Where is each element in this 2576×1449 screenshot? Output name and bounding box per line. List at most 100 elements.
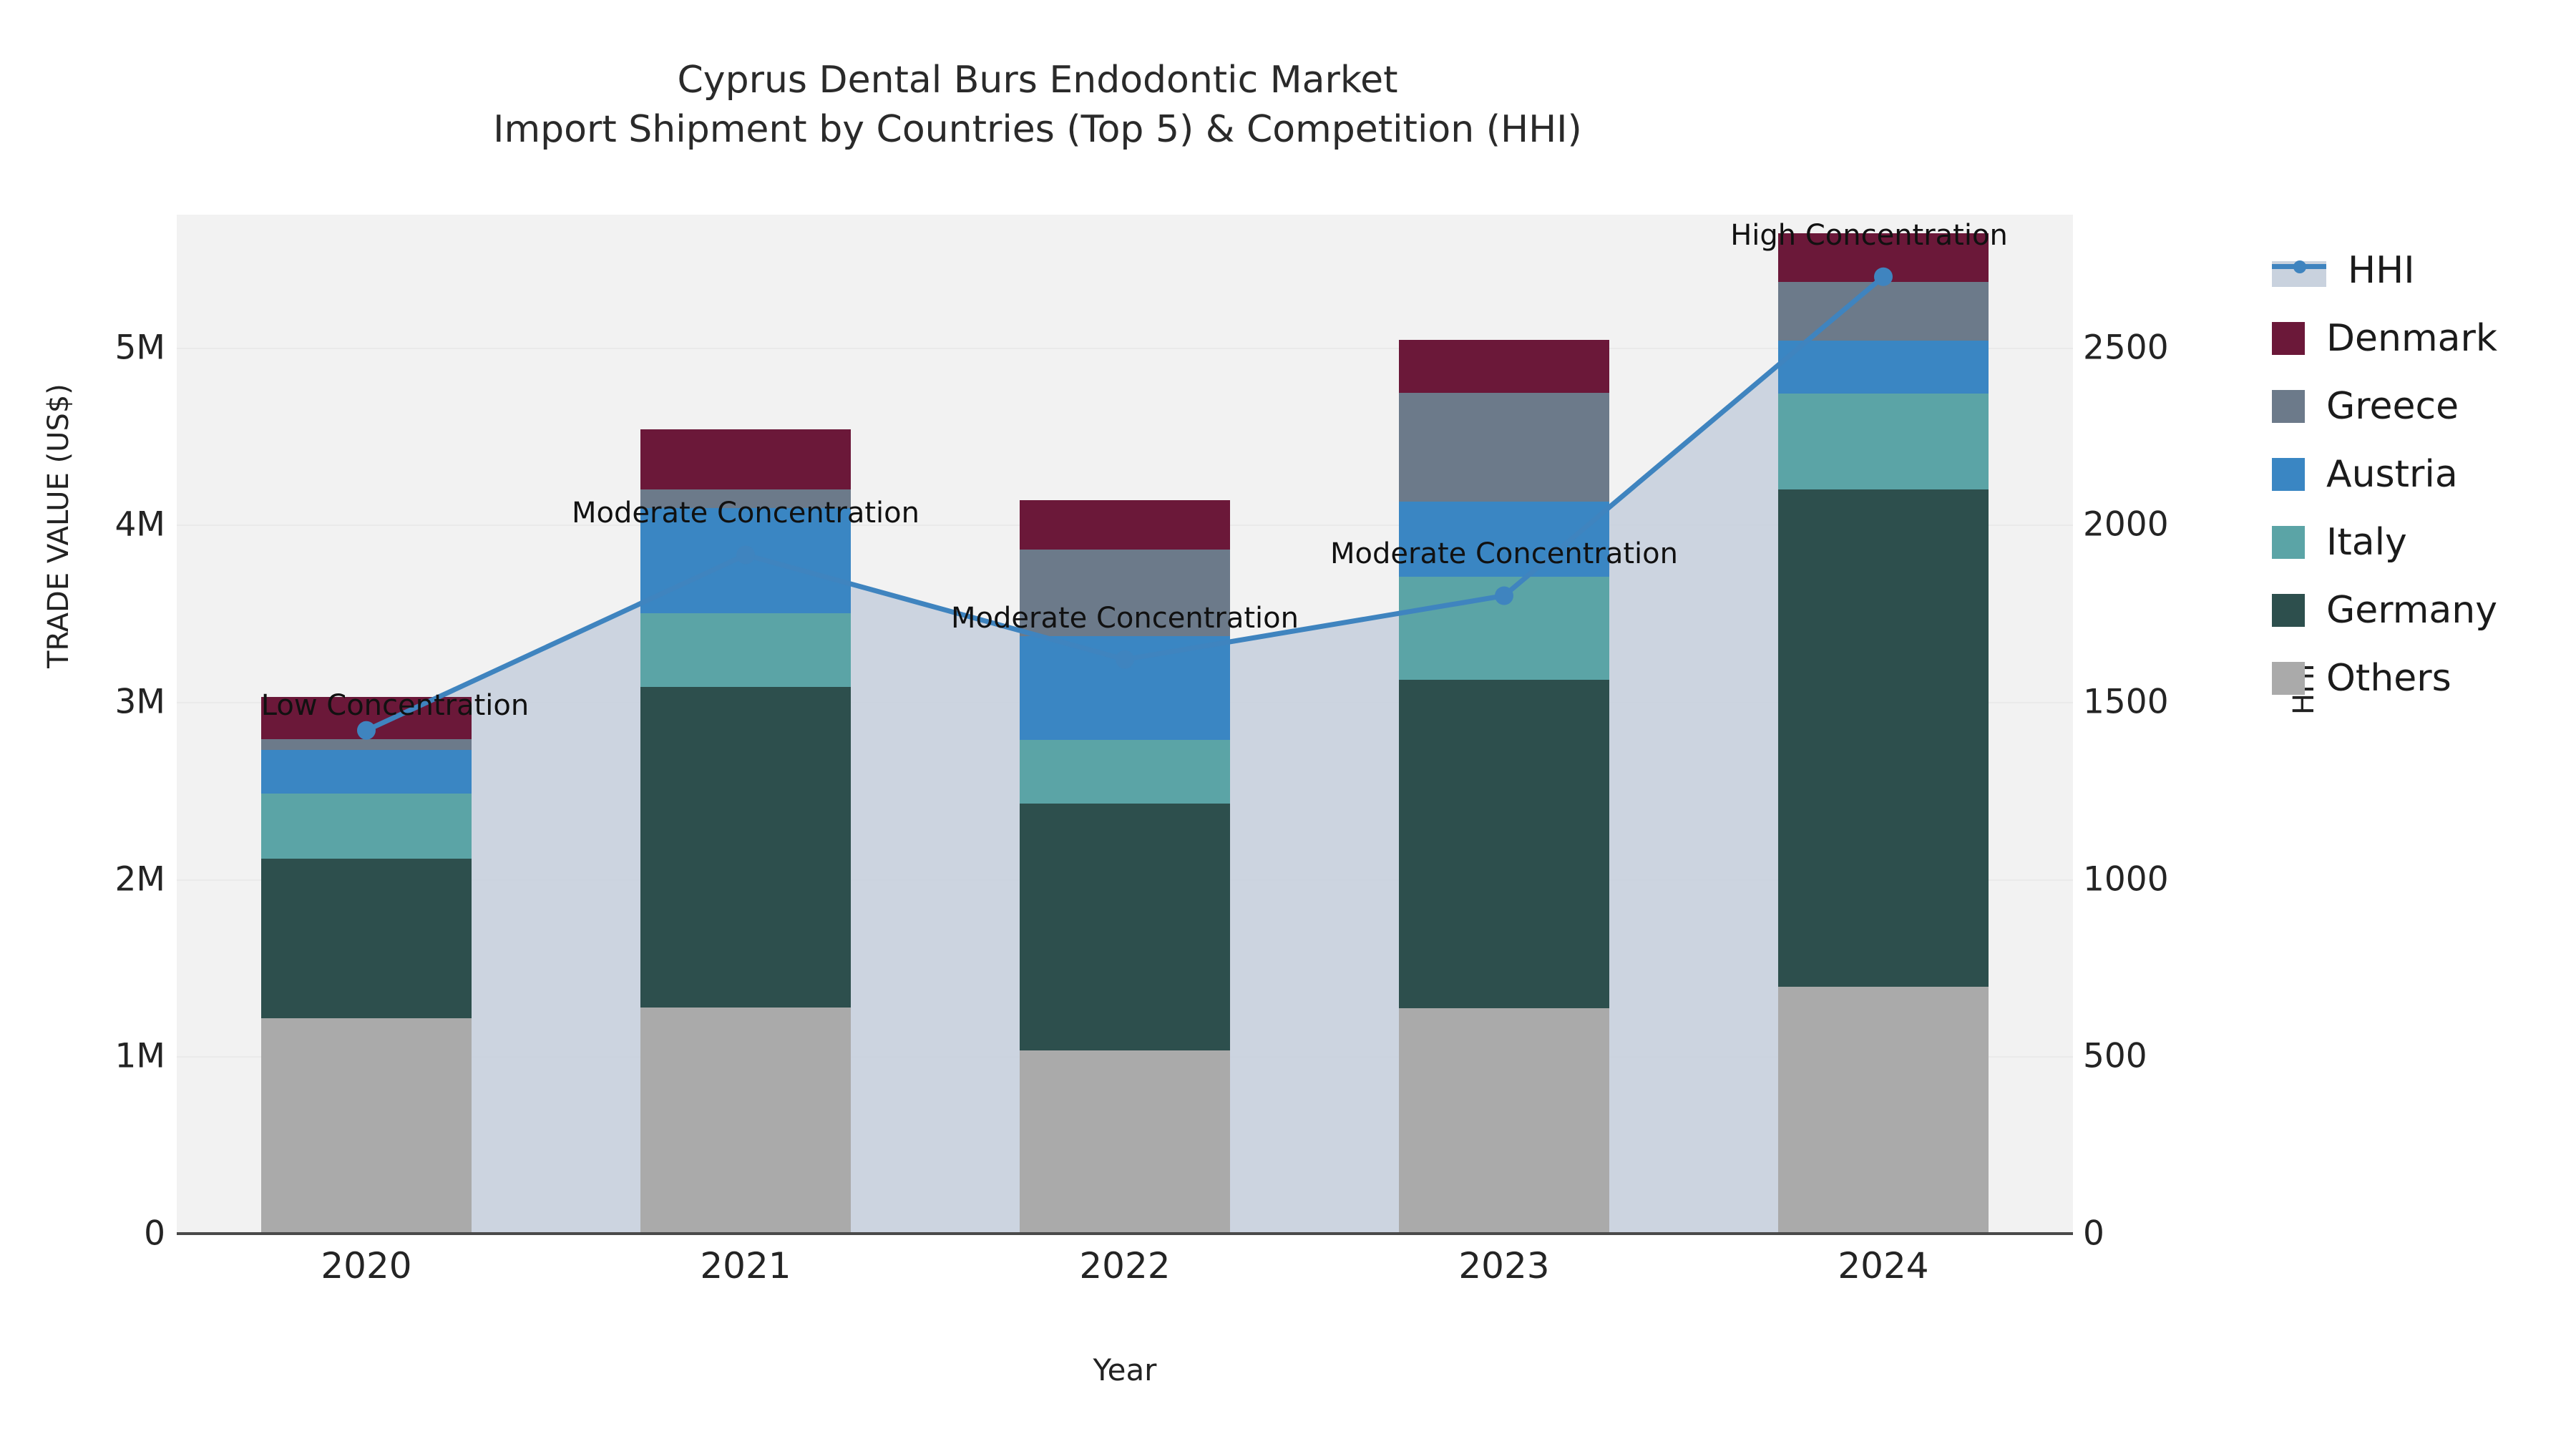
y-axis-right-ticks: 0 500 1000 1500 2000 2500 [2073, 215, 2288, 1253]
x-tick-label-2020: 2020 [321, 1245, 412, 1287]
bar-segment-denmark[interactable] [1883, 233, 1989, 283]
y-tick-label: 0 [144, 1214, 165, 1254]
x-tick-label-2021: 2021 [700, 1245, 791, 1287]
bar-segment-italy[interactable] [1019, 740, 1125, 804]
legend-item-austria[interactable]: Austria [2272, 440, 2572, 508]
bar-segment-greece[interactable] [260, 739, 366, 750]
legend-swatch-icon [2272, 457, 2305, 491]
bar-segment-germany[interactable] [1503, 680, 1610, 1009]
bar-segment-austria[interactable] [1777, 340, 1883, 394]
bar-segment-others[interactable] [1398, 1008, 1504, 1234]
legend-label: Italy [2326, 520, 2407, 564]
bar-group[interactable] [260, 215, 472, 1234]
legend-label: Others [2326, 656, 2451, 700]
bar-segment-germany[interactable] [1124, 804, 1231, 1050]
bar-segment-germany[interactable] [745, 687, 852, 1008]
annotation-2020: Low Concentration [260, 688, 530, 722]
legend-label: Germany [2326, 588, 2498, 632]
bar-segment-germany[interactable] [640, 687, 746, 1008]
y2-tick-label: 1500 [2083, 682, 2169, 722]
legend-item-hhi[interactable]: HHI [2272, 236, 2572, 304]
y-axis-left-ticks: 0 1M 2M 3M 4M 5M [0, 215, 171, 1253]
bar-segment-germany[interactable] [1883, 489, 1989, 987]
x-axis-line [177, 1232, 2073, 1235]
bar-segment-denmark[interactable] [640, 429, 746, 489]
y2-tick-label: 2500 [2083, 328, 2169, 368]
bar-segment-austria[interactable] [260, 749, 366, 794]
bar-segment-germany[interactable] [1019, 804, 1125, 1050]
bar-segment-others[interactable] [1019, 1050, 1125, 1234]
bar-segment-germany[interactable] [260, 859, 366, 1019]
y-tick-label: 5M [114, 328, 165, 368]
hhi-line-icon [2272, 254, 2326, 287]
bar-segment-others[interactable] [1124, 1050, 1231, 1234]
bar-group[interactable] [1398, 215, 1610, 1234]
legend-item-others[interactable]: Others [2272, 644, 2572, 712]
annotation-2024: High Concentration [1730, 218, 2008, 252]
y2-tick-label: 1000 [2083, 859, 2169, 899]
bar-segment-denmark[interactable] [1398, 339, 1504, 393]
y2-tick-label: 2000 [2083, 504, 2169, 545]
bar-segment-greece[interactable] [1398, 392, 1504, 502]
bar-segment-others[interactable] [260, 1018, 366, 1234]
annotation-2021: Moderate Concentration [572, 497, 919, 530]
x-axis-title: Year [1093, 1352, 1157, 1387]
legend-swatch-icon [2272, 661, 2305, 695]
legend-item-denmark[interactable]: Denmark [2272, 304, 2572, 372]
legend-item-germany[interactable]: Germany [2272, 576, 2572, 644]
bar-segment-denmark[interactable] [1503, 339, 1610, 393]
bar-segment-germany[interactable] [366, 859, 472, 1019]
bar-segment-austria[interactable] [366, 749, 472, 794]
legend: HHI Denmark Greece Austria Italy Germany Other… [2272, 236, 2572, 712]
bar-segment-austria[interactable] [1883, 340, 1989, 394]
bar-segment-others[interactable] [1883, 986, 1989, 1234]
bar-segment-italy[interactable] [366, 793, 472, 859]
y-tick-label: 3M [114, 682, 165, 722]
bar-segment-italy[interactable] [1503, 577, 1610, 680]
y-axis-title: TRADE VALUE (US$) [42, 384, 75, 668]
annotation-2023: Moderate Concentration [1330, 537, 1678, 571]
y-tick-label: 4M [114, 504, 165, 545]
bar-segment-denmark[interactable] [745, 429, 852, 489]
x-tick-label-2024: 2024 [1838, 1245, 1929, 1287]
bar-segment-germany[interactable] [1398, 680, 1504, 1009]
bar-segment-greece[interactable] [1883, 282, 1989, 341]
x-tick-label-2023: 2023 [1458, 1245, 1550, 1287]
bar-segment-others[interactable] [745, 1008, 852, 1234]
bar-group[interactable] [1019, 215, 1231, 1234]
bar-segment-italy[interactable] [745, 613, 852, 687]
bar-group[interactable] [1777, 215, 1989, 1234]
bar-segment-denmark[interactable] [1124, 499, 1231, 550]
bar-group[interactable] [640, 215, 852, 1234]
bar-segment-others[interactable] [1503, 1008, 1610, 1234]
bar-segment-denmark[interactable] [260, 696, 366, 740]
bar-segment-italy[interactable] [260, 793, 366, 859]
y-tick-label: 2M [114, 859, 165, 899]
bar-segment-denmark[interactable] [1777, 233, 1883, 283]
bar-segment-others[interactable] [1777, 986, 1883, 1234]
bar-segment-germany[interactable] [1777, 489, 1883, 987]
bar-segment-italy[interactable] [1124, 740, 1231, 804]
legend-swatch-icon [2272, 321, 2305, 355]
legend-label: Austria [2326, 452, 2458, 496]
legend-label: Greece [2326, 384, 2459, 428]
legend-item-italy[interactable]: Italy [2272, 508, 2572, 576]
bar-segment-greece[interactable] [1777, 282, 1883, 341]
bar-segment-austria[interactable] [1124, 636, 1231, 741]
bar-segment-denmark[interactable] [1019, 499, 1125, 550]
stacked-bars [177, 215, 2073, 1234]
plot-area: Low Concentration Moderate Concentration M… [177, 215, 2073, 1235]
bar-segment-austria[interactable] [1019, 636, 1125, 741]
legend-item-greece[interactable]: Greece [2272, 372, 2572, 440]
annotation-2022: Moderate Concentration [951, 601, 1299, 635]
chart-title-line2: Import Shipment by Countries (Top 5) & C… [493, 107, 1582, 151]
bar-segment-italy[interactable] [640, 613, 746, 687]
bar-segment-italy[interactable] [1398, 577, 1504, 680]
bar-segment-others[interactable] [366, 1018, 472, 1234]
bar-segment-greece[interactable] [1503, 392, 1610, 502]
bar-segment-italy[interactable] [1883, 394, 1989, 489]
bar-segment-others[interactable] [640, 1008, 746, 1234]
bar-segment-greece[interactable] [366, 739, 472, 750]
bar-segment-italy[interactable] [1777, 394, 1883, 489]
legend-swatch-icon [2272, 525, 2305, 559]
